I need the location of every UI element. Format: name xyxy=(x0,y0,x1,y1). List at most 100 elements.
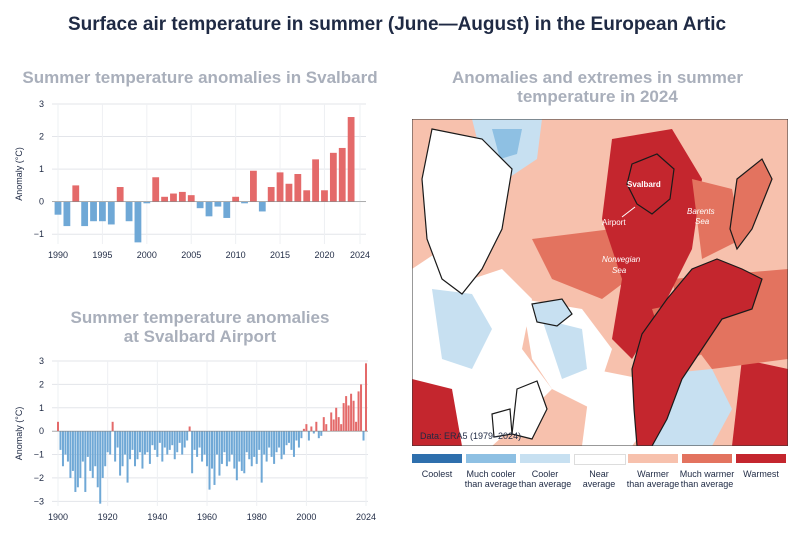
bar xyxy=(186,431,189,441)
bar xyxy=(357,391,360,432)
legend-label: Much warmer than average xyxy=(676,469,738,489)
map-source: Data: ERA5 (1979–2024) xyxy=(420,431,521,441)
chart1-title: Summer temperature anomalies in Svalbard xyxy=(22,68,378,87)
x-tick-label: 2015 xyxy=(270,250,290,260)
bar xyxy=(170,193,177,202)
bar xyxy=(322,417,325,432)
bar xyxy=(201,431,204,462)
legend-swatch xyxy=(520,454,570,463)
x-tick-label: 2024 xyxy=(350,250,370,260)
bar xyxy=(350,393,353,432)
bar xyxy=(329,152,337,202)
bar xyxy=(302,428,305,432)
y-tick-label: −2 xyxy=(34,473,44,483)
bar xyxy=(235,431,238,481)
bar xyxy=(90,201,97,222)
bar xyxy=(290,431,293,450)
y-tick-label: −1 xyxy=(34,229,44,239)
bar xyxy=(183,431,186,448)
y-tick-label: −3 xyxy=(34,496,44,506)
y-tick-label: 2 xyxy=(39,379,44,389)
bar xyxy=(280,431,283,460)
bar xyxy=(352,400,355,432)
legend-label-line1: Coolest xyxy=(421,469,453,479)
bar xyxy=(81,431,84,462)
bar xyxy=(240,431,243,471)
bar xyxy=(131,431,134,450)
bar xyxy=(89,431,92,471)
bar xyxy=(215,431,218,455)
main-title: Surface air temperature in summer (June—… xyxy=(67,14,727,35)
bar xyxy=(250,170,257,202)
legend-label-line2: than average xyxy=(626,479,680,489)
bar xyxy=(146,431,149,453)
bar xyxy=(134,431,136,467)
bar xyxy=(198,431,201,448)
legend-label: Cooler than average xyxy=(514,469,576,489)
bar xyxy=(338,147,346,202)
map-label-barents: Barents xyxy=(687,207,715,216)
bar xyxy=(116,187,124,202)
bar xyxy=(163,431,166,448)
airport-anomaly-chart: 3 2 1 0 −1 −2 −3 1900 1920 1940 1960 1980 2000 2024 An… xyxy=(14,356,376,522)
bar xyxy=(191,431,194,474)
bar xyxy=(196,431,199,457)
bar xyxy=(91,431,94,478)
bar xyxy=(213,431,216,485)
x-tick-label: 1900 xyxy=(48,512,68,522)
bar xyxy=(124,431,127,455)
bar xyxy=(141,431,144,469)
bar xyxy=(129,431,132,460)
legend-label: Near average xyxy=(568,469,630,489)
bar xyxy=(250,431,253,467)
bar xyxy=(54,201,62,215)
legend-swatch xyxy=(628,454,678,463)
x-tick-label: 1920 xyxy=(98,512,118,522)
bar xyxy=(134,201,142,243)
bar xyxy=(258,431,261,450)
bar xyxy=(233,431,236,469)
bar xyxy=(248,431,251,460)
bar xyxy=(94,431,97,467)
bar xyxy=(121,431,124,467)
bar xyxy=(81,201,89,227)
bar xyxy=(288,431,290,443)
bar xyxy=(303,190,311,202)
x-tick-label: 1980 xyxy=(247,512,267,522)
bar xyxy=(119,431,122,476)
legend-label: Warmer than average xyxy=(622,469,684,489)
legend-label-line1: Warmest xyxy=(743,469,779,479)
y-tick-label: 2 xyxy=(39,132,44,142)
bar xyxy=(176,431,179,453)
map-title: Anomalies and extremes in summer tempera… xyxy=(405,68,790,106)
bar xyxy=(99,201,106,222)
map-label-airport: Airport xyxy=(602,218,626,227)
bar xyxy=(136,431,139,460)
bar xyxy=(203,431,206,455)
bar xyxy=(116,431,119,448)
legend-swatch xyxy=(574,454,626,465)
legend-label-line1: Cooler xyxy=(531,469,559,479)
bar xyxy=(223,431,226,453)
legend-label-line1: Warmer xyxy=(637,469,669,479)
map-label-norwegian: Norwegian xyxy=(602,255,641,264)
bar xyxy=(114,431,117,462)
bar xyxy=(243,431,246,474)
legend-label-line1: Near xyxy=(589,469,609,479)
chart2-title: Summer temperature anomalies at Svalbard… xyxy=(10,308,390,346)
x-tick-label: 2024 xyxy=(356,512,376,522)
bar xyxy=(220,431,223,464)
bar xyxy=(151,431,154,446)
bar xyxy=(143,201,151,204)
legend-label: Warmest xyxy=(730,469,792,479)
bar xyxy=(106,431,109,453)
bar xyxy=(283,431,286,455)
y-tick-label: −1 xyxy=(34,450,44,460)
bar xyxy=(148,431,151,464)
bar xyxy=(321,190,328,202)
legend-label-line2: average xyxy=(582,479,616,489)
bar xyxy=(347,405,350,432)
bar xyxy=(300,431,303,439)
bar xyxy=(228,431,231,462)
bar xyxy=(312,431,315,434)
